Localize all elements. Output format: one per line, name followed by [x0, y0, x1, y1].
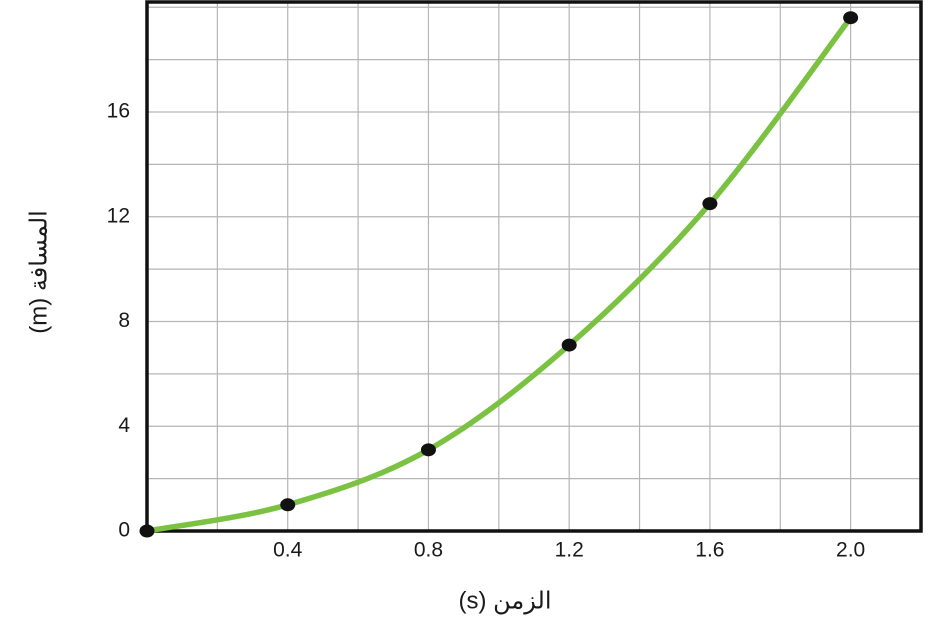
x-tick-label: 2.0: [836, 539, 865, 562]
x-tick-label: 1.2: [555, 539, 584, 562]
y-tick-label: 8: [118, 309, 130, 332]
y-tick-label: 0: [118, 519, 130, 542]
data-point: [280, 498, 296, 512]
y-tick-label: 12: [107, 204, 130, 227]
x-tick-label: 0.8: [414, 539, 443, 562]
data-point: [139, 524, 155, 538]
y-tick-label: 4: [118, 414, 130, 437]
x-axis-label: الزمن (s): [458, 587, 551, 614]
plot-border: [145, 0, 923, 533]
x-tick-label: 1.6: [695, 539, 724, 562]
data-point: [561, 338, 577, 352]
y-axis-label: المسافة (m): [25, 210, 52, 334]
data-point: [843, 11, 859, 25]
y-tick-label: 16: [107, 100, 130, 123]
x-tick-label: 0.4: [273, 539, 303, 562]
data-point: [702, 197, 718, 211]
data-point: [420, 443, 436, 457]
